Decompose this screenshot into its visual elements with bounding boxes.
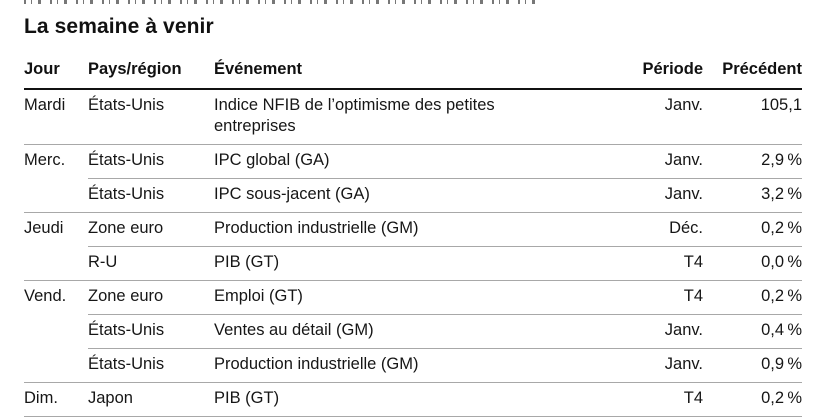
- cell-period: Janv.: [553, 348, 703, 383]
- cell-region: États-Unis: [88, 314, 214, 349]
- cell-day: Mardi: [24, 96, 66, 114]
- table-body: Mardi États-Unis Indice NFIB de l’optimi…: [24, 89, 802, 417]
- cell-period: Janv.: [664, 96, 703, 114]
- cell-day: Jeudi: [24, 212, 88, 247]
- cell-day: [24, 315, 88, 349]
- cell-period: T4: [553, 382, 703, 417]
- column-header-region: Pays/région: [88, 52, 214, 90]
- cell-event: IPC global (GA): [214, 144, 553, 179]
- cell-previous: 0,2 %: [703, 382, 802, 417]
- cell-event: Indice NFIB de l’optimisme des petites e…: [214, 96, 495, 135]
- table-row: Dim. Japon PIB (GT) T4 0,2 %: [24, 382, 802, 417]
- cell-day: [24, 179, 88, 213]
- cell-region: États-Unis: [88, 178, 214, 213]
- column-header-period: Période: [553, 52, 703, 90]
- cell-previous: 3,2 %: [703, 178, 802, 213]
- cell-event: Production industrielle (GM): [214, 348, 553, 383]
- cell-previous: 0,2 %: [703, 212, 802, 247]
- table-header-row: Jour Pays/région Événement Période Précé…: [24, 52, 802, 90]
- cell-period: T4: [553, 280, 703, 315]
- cell-period: Janv.: [553, 144, 703, 179]
- economic-calendar-table: Jour Pays/région Événement Période Précé…: [24, 52, 802, 417]
- table-row: États-Unis Production industrielle (GM) …: [24, 348, 802, 383]
- column-header-event: Événement: [214, 52, 553, 90]
- table-row: États-Unis Ventes au détail (GM) Janv. 0…: [24, 314, 802, 349]
- table-row: Vend. Zone euro Emploi (GT) T4 0,2 %: [24, 280, 802, 315]
- cell-period: Déc.: [553, 212, 703, 247]
- cell-previous: 105,1: [760, 96, 802, 114]
- table-row: Jeudi Zone euro Production industrielle …: [24, 212, 802, 247]
- cell-event: Emploi (GT): [214, 280, 553, 315]
- cell-region: R-U: [88, 246, 214, 281]
- cell-day: [24, 349, 88, 383]
- cell-day: Dim.: [24, 382, 88, 417]
- cell-previous: 2,9 %: [703, 144, 802, 179]
- cell-day: [24, 247, 88, 281]
- cell-previous: 0,9 %: [703, 348, 802, 383]
- cell-period: T4: [553, 246, 703, 281]
- cell-event: Production industrielle (GM): [214, 212, 553, 247]
- cell-region: Zone euro: [88, 280, 214, 315]
- clipped-text-remnant: [24, 0, 536, 4]
- table-header: Jour Pays/région Événement Période Précé…: [24, 52, 802, 90]
- cell-region: Zone euro: [88, 212, 214, 247]
- cell-day: Merc.: [24, 144, 88, 179]
- cell-period: Janv.: [553, 178, 703, 213]
- page-title: La semaine à venir: [24, 15, 214, 38]
- table-row: Merc. États-Unis IPC global (GA) Janv. 2…: [24, 144, 802, 179]
- cell-day: Vend.: [24, 280, 88, 315]
- cell-region: États-Unis: [88, 144, 214, 179]
- table-row: États-Unis IPC sous-jacent (GA) Janv. 3,…: [24, 178, 802, 213]
- cell-region: États-Unis: [88, 348, 214, 383]
- cell-event: IPC sous-jacent (GA): [214, 178, 553, 213]
- cell-previous: 0,4 %: [703, 314, 802, 349]
- column-header-previous: Précédent: [703, 52, 802, 90]
- table-row: R-U PIB (GT) T4 0,0 %: [24, 246, 802, 281]
- cell-event: Ventes au détail (GM): [214, 314, 553, 349]
- table-row: Mardi États-Unis Indice NFIB de l’optimi…: [24, 89, 802, 145]
- cell-previous: 0,0 %: [703, 246, 802, 281]
- cell-region: États-Unis: [88, 96, 165, 114]
- cell-event: PIB (GT): [214, 246, 553, 281]
- cell-event: PIB (GT): [214, 382, 553, 417]
- cell-region: Japon: [88, 382, 214, 417]
- cell-period: Janv.: [553, 314, 703, 349]
- column-header-day: Jour: [24, 52, 88, 90]
- cell-previous: 0,2 %: [703, 280, 802, 315]
